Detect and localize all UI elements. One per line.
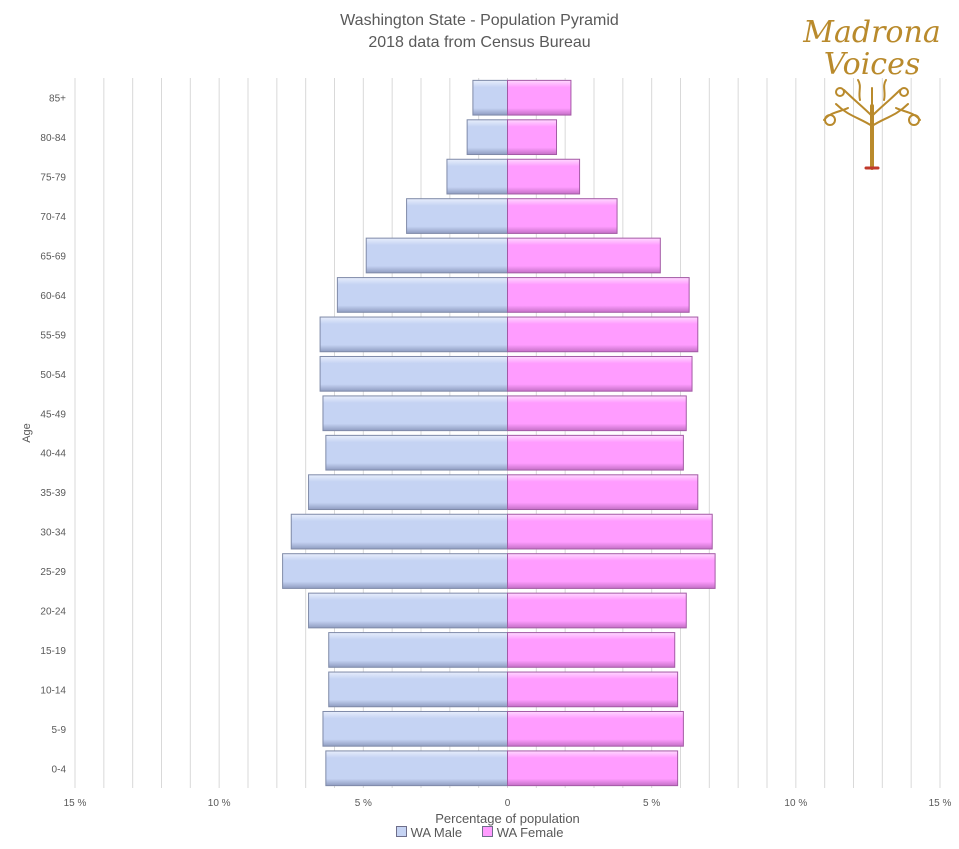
bar-female-55-59 <box>507 316 699 353</box>
logo-line1: Madrona <box>802 15 940 50</box>
legend: WA Male WA Female <box>0 825 959 840</box>
x-tick-label-5: 10 % <box>784 798 807 809</box>
bar-male-10-14 <box>328 671 508 708</box>
legend-swatch-female <box>481 826 493 837</box>
y-tick-label-0-4: 0-4 <box>52 764 67 775</box>
bar-female-15-19 <box>507 632 676 668</box>
y-tick-label-20-24: 20-24 <box>40 607 66 618</box>
y-axis-title: Age <box>21 423 33 443</box>
bar-male-35-39 <box>308 474 508 511</box>
bar-male-30-34 <box>290 513 508 550</box>
bar-male-0-4 <box>325 750 508 787</box>
bar-male-5-9 <box>322 710 509 747</box>
x-axis-title: Percentage of population <box>435 811 580 826</box>
bar-female-75-79 <box>507 158 581 195</box>
chart-title-block: Washington State - Population Pyramid 20… <box>0 10 959 54</box>
y-tick-label-15-19: 15-19 <box>40 646 66 657</box>
bar-male-15-19 <box>328 632 508 668</box>
bar-female-80-84 <box>507 119 558 156</box>
bar-male-25-29 <box>282 553 508 589</box>
y-tick-label-80-84: 80-84 <box>40 133 66 144</box>
bar-male-20-24 <box>308 592 508 629</box>
bar-female-45-49 <box>507 395 687 432</box>
chart-title: Washington State - Population Pyramid <box>340 12 619 29</box>
y-tick-label-75-79: 75-79 <box>40 173 66 184</box>
bar-male-75-79 <box>446 158 509 195</box>
y-tick-label-35-39: 35-39 <box>40 488 66 499</box>
x-tick-label-6: 15 % <box>929 798 952 809</box>
bar-male-40-44 <box>325 434 508 471</box>
bar-female-70-74 <box>507 198 618 234</box>
y-tick-label-25-29: 25-29 <box>40 567 66 578</box>
bar-male-85+ <box>472 79 508 116</box>
bar-male-60-64 <box>336 277 508 313</box>
x-tick-label-0: 15 % <box>64 798 87 809</box>
bar-female-85+ <box>507 79 572 116</box>
bar-female-60-64 <box>507 277 690 313</box>
bar-female-10-14 <box>507 671 679 708</box>
bar-female-20-24 <box>507 592 687 629</box>
bar-male-55-59 <box>319 316 509 353</box>
chart-subtitle: 2018 data from Census Bureau <box>368 34 591 51</box>
bar-female-5-9 <box>507 710 684 747</box>
y-tick-label-40-44: 40-44 <box>40 449 66 460</box>
legend-label-male: WA Male <box>410 825 463 840</box>
bar-female-25-29 <box>507 553 716 589</box>
tree-icon <box>823 79 921 170</box>
y-tick-label-85+: 85+ <box>49 94 66 105</box>
y-tick-label-10-14: 10-14 <box>40 685 66 696</box>
legend-label-female: WA Female <box>496 825 564 840</box>
x-tick-label-4: 5 % <box>643 798 660 809</box>
y-tick-label-50-54: 50-54 <box>40 370 66 381</box>
bar-female-35-39 <box>507 474 699 511</box>
bar-female-0-4 <box>507 750 679 787</box>
y-tick-label-30-34: 30-34 <box>40 528 66 539</box>
bar-female-65-69 <box>507 237 661 274</box>
legend-swatch-male <box>395 826 407 837</box>
logo-line2: Voices <box>824 47 921 82</box>
legend-item-male: WA Male <box>395 825 463 840</box>
x-tick-label-2: 5 % <box>355 798 372 809</box>
y-tick-label-70-74: 70-74 <box>40 212 66 223</box>
madrona-voices-logo: Madrona Voices <box>802 15 941 170</box>
x-tick-label-1: 10 % <box>208 798 231 809</box>
bar-male-50-54 <box>319 355 509 392</box>
bar-male-65-69 <box>365 237 509 274</box>
bar-female-50-54 <box>507 355 693 392</box>
bar-male-80-84 <box>466 119 508 156</box>
legend-item-female: WA Female <box>481 825 564 840</box>
y-tick-label-55-59: 55-59 <box>40 330 66 341</box>
y-tick-label-45-49: 45-49 <box>40 409 66 420</box>
bar-male-70-74 <box>406 198 509 234</box>
bar-male-45-49 <box>322 395 509 432</box>
y-tick-label-5-9: 5-9 <box>52 725 67 736</box>
y-tick-label-65-69: 65-69 <box>40 252 66 263</box>
bar-female-30-34 <box>507 513 713 550</box>
bar-female-40-44 <box>507 434 684 471</box>
x-tick-label-3: 0 <box>505 798 511 809</box>
y-tick-label-60-64: 60-64 <box>40 291 66 302</box>
